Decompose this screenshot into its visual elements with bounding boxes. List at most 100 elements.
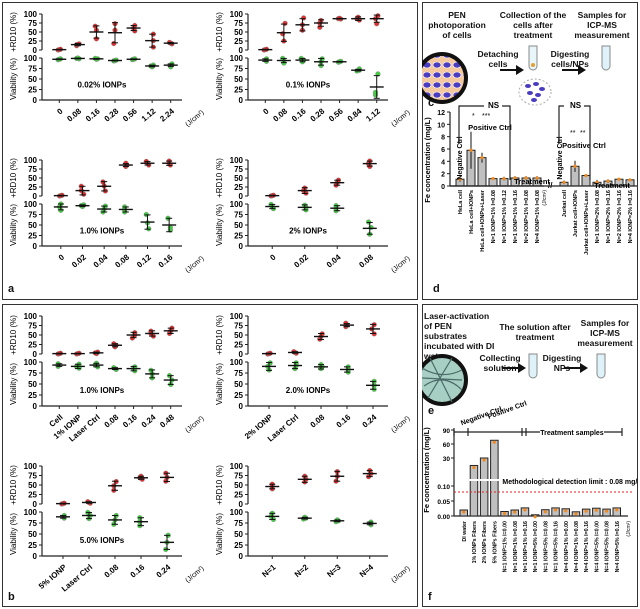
- x-tick-label: Jurkat cell+IONPs+Laser: [584, 189, 590, 255]
- y-tick-label: 0: [33, 402, 38, 411]
- y-tick-label: 75: [28, 519, 37, 528]
- significance-label: **: [580, 130, 586, 137]
- x-tick-label: 0: [55, 106, 65, 116]
- y-axis-label-top: +RD10 (%): [9, 465, 18, 505]
- y-tick-label: 75: [234, 211, 243, 220]
- y-axis-label-bottom: Viability (%): [9, 513, 18, 555]
- x-tick-label: DI water: [462, 521, 468, 542]
- y-tick-label: 75: [234, 369, 243, 378]
- data-point: [533, 515, 537, 519]
- data-point: [562, 180, 566, 184]
- x-tick-label: N=3: [325, 562, 343, 579]
- y-tick-label: 100: [230, 10, 244, 19]
- y-axis-label: Fe concentration (mg/L): [423, 117, 432, 203]
- x-tick-label: 0.16: [129, 562, 147, 579]
- y-axis-label-top: +RD10 (%): [9, 12, 18, 52]
- y-tick-label: 50: [234, 530, 243, 539]
- x-tick-label: 2% IONPs Fibers: [482, 521, 488, 563]
- y-tick-label: 12: [437, 110, 445, 117]
- x-tick-label: N=1 IONP=2% I=0.08: [595, 190, 601, 243]
- y-tick-label: 60: [443, 442, 451, 449]
- data-point: [573, 164, 577, 168]
- data-point: [606, 179, 610, 183]
- y-tick-label: 0.05: [437, 499, 450, 506]
- data-point: [615, 508, 619, 512]
- x-tick-label: N=1 IONP=5% I=0.00: [533, 521, 539, 572]
- data-point: [472, 465, 476, 470]
- significance-label: ***: [482, 113, 490, 120]
- data-point: [524, 176, 528, 180]
- series-annotation: 1.0% IONPs: [80, 386, 125, 395]
- y-tick-label: 0: [33, 96, 38, 105]
- x-tick-label: 0.16: [335, 412, 353, 429]
- treatment-label: Treatment: [514, 177, 550, 186]
- x-tick-label: N=4 IONP=1% I=0.08: [535, 190, 541, 243]
- x-tick-label: 2.24: [158, 106, 176, 123]
- chart-d: 0 2 4 6 8 10 12 Fe concentration (mg/L) HeLa cel…: [423, 101, 637, 255]
- x-tick-label: 0.56: [327, 106, 345, 123]
- x-tick-label: 0.08: [309, 412, 327, 429]
- unit-label: (J/cm²): [390, 255, 411, 274]
- treatment-label: Treatment: [594, 181, 630, 190]
- x-tick-label: N=1: [260, 562, 278, 579]
- schematic-e-step3: Samples for ICP-MS measurement: [577, 318, 633, 348]
- x-tick-label: 0.04: [325, 252, 343, 269]
- y-tick-label: 100: [24, 358, 38, 367]
- y-tick-label: 75: [28, 322, 37, 331]
- x-tick-label: N=4 IONP=1% I=0.08: [574, 521, 580, 572]
- y-tick-label: 75: [234, 19, 243, 28]
- x-tick-label: 0.04: [92, 252, 110, 269]
- y-tick-label: 100: [230, 200, 244, 209]
- data-point: [502, 177, 506, 181]
- data-point: [513, 176, 517, 180]
- y-tick-label: 50: [234, 75, 243, 84]
- x-tick-label: N=1 IONP=1% I=0.12: [502, 190, 508, 243]
- x-tick-label: N=2: [293, 562, 311, 579]
- data-point: [543, 510, 547, 514]
- y-tick-label: 25: [234, 37, 243, 46]
- y-tick-label: 10: [437, 122, 445, 129]
- y-tick-label: 50: [234, 331, 243, 340]
- x-tick-label: N=1 IONP=1% I=0.08: [491, 190, 497, 243]
- bar: [612, 507, 621, 517]
- data-point: [604, 509, 609, 513]
- x-tick-label: N=1 IONP=2% I=0.16: [606, 190, 612, 243]
- y-tick-label: 100: [230, 508, 244, 517]
- detection-limit-label: Methodological detection limit : 0.08 mg…: [502, 479, 638, 486]
- schematic-c-step2: Collection of the cells after treatment: [499, 10, 567, 40]
- treatment-label: Treatment samples: [540, 430, 604, 437]
- bar: [490, 439, 499, 517]
- y-axis-label-bottom: Viability (%): [215, 58, 224, 100]
- y-tick-label: 0: [33, 242, 38, 251]
- detached-cells-icon: [518, 78, 552, 106]
- y-tick-label: 0: [33, 552, 38, 561]
- y-tick-label: 75: [28, 369, 37, 378]
- y-tick-label: 25: [28, 491, 37, 500]
- y-tick-label: 50: [234, 28, 243, 37]
- y-tick-label: 75: [28, 165, 37, 174]
- y-tick-label: 25: [234, 391, 243, 400]
- x-tick-label: 0.16: [121, 412, 139, 429]
- bracket: [502, 105, 511, 180]
- series-annotation: 0.1% IONPs: [286, 80, 331, 89]
- data-point: [458, 177, 462, 181]
- y-tick-label: 25: [28, 232, 37, 241]
- data-point: [480, 156, 484, 160]
- data-point: [482, 458, 486, 462]
- x-tick-label: 0.16: [157, 252, 175, 269]
- bar: [561, 508, 570, 517]
- x-tick-label: 0.08: [65, 106, 83, 123]
- x-tick-label: 5% IONPs Fibers: [492, 521, 498, 563]
- positive-ctrl-label: Positive Ctrl: [468, 123, 512, 132]
- data-point: [574, 512, 578, 516]
- x-tick-label: 0: [57, 252, 67, 262]
- schematic-e-step2: The solution after treatment: [499, 322, 571, 342]
- y-tick-label: 100: [24, 156, 38, 165]
- y-tick-label: 75: [234, 472, 243, 481]
- y-tick-label: 25: [28, 37, 37, 46]
- y-axis-label-top: +RD10 (%): [9, 315, 18, 355]
- y-tick-label: 0: [33, 350, 38, 359]
- x-tick-label: 0.08: [103, 412, 121, 429]
